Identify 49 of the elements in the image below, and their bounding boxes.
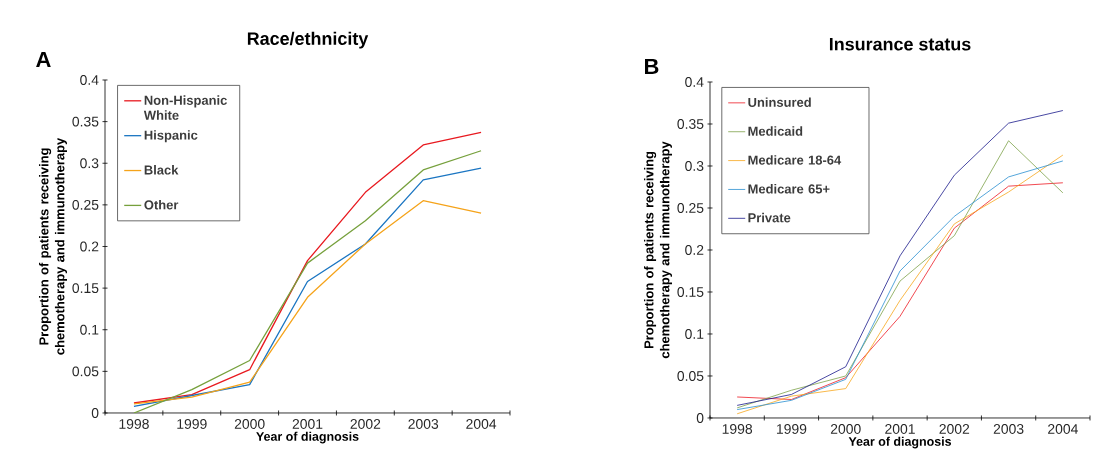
legend-label: Medicaid bbox=[748, 126, 803, 136]
y-tick-label: 0.25 bbox=[677, 203, 704, 213]
chart-title: Race/ethnicity bbox=[247, 31, 369, 49]
x-tick-label: 2001 bbox=[292, 418, 323, 429]
y-tick-label: 0.05 bbox=[677, 371, 704, 381]
text: A bbox=[36, 51, 51, 67]
chart-title: Insurance status bbox=[829, 37, 971, 51]
x-tick-label: 1998 bbox=[722, 423, 753, 434]
y-tick-label: 0 bbox=[696, 413, 704, 423]
y-tick-label: 0.3 bbox=[80, 158, 99, 169]
y-tick-label: 0.15 bbox=[72, 283, 99, 294]
text: B bbox=[645, 58, 659, 74]
y-tick-label: 0.4 bbox=[80, 75, 99, 85]
x-tick-label: 2002 bbox=[350, 418, 381, 429]
x-tick-label: 2000 bbox=[830, 423, 861, 434]
x-tick-label: 2000 bbox=[234, 418, 265, 429]
legend-label: Medicare 18-64 bbox=[748, 155, 842, 165]
y-axis-title: Proportion of patients receiving chemotherapy and immunotherapy bbox=[643, 141, 672, 359]
x-tick-label: 1998 bbox=[119, 418, 149, 429]
x-tick-label: 2004 bbox=[1048, 423, 1078, 434]
x-axis-title: Year of diagnosis bbox=[848, 436, 952, 449]
legend-label: Hispanic bbox=[144, 130, 198, 143]
y-tick-label: 0.1 bbox=[80, 324, 99, 335]
x-tick-label: 2003 bbox=[993, 423, 1024, 434]
y-tick-label: 0.35 bbox=[72, 116, 99, 127]
y-axis-title: Proportion of patients receiving chemotherapy and immunotherapy bbox=[38, 137, 67, 355]
y-tick-label: 0.2 bbox=[685, 245, 704, 255]
y-tick-label: 0.35 bbox=[677, 119, 704, 129]
x-axis-title: Year of diagnosis bbox=[256, 431, 359, 444]
y-tick-label: 0.2 bbox=[80, 241, 99, 252]
x-tick-label: 1999 bbox=[177, 418, 207, 429]
x-tick-label: 2001 bbox=[885, 423, 915, 434]
y-tick-label: 0.4 bbox=[685, 77, 704, 87]
y-tick-label: 0 bbox=[91, 408, 99, 418]
legend-label: Black bbox=[144, 165, 179, 175]
y-tick-label: 0.05 bbox=[72, 366, 99, 377]
y-tick-label: 0.25 bbox=[72, 199, 99, 210]
legend-label: Other bbox=[144, 199, 179, 210]
x-tick-label: 2003 bbox=[408, 418, 439, 429]
legend-label: Non-Hispanic White bbox=[143, 95, 227, 120]
legend-label: Medicare 65+ bbox=[748, 184, 830, 194]
legend-label: Uninsured bbox=[748, 97, 811, 107]
y-tick-label: 0.3 bbox=[685, 161, 704, 171]
y-tick-label: 0.15 bbox=[677, 287, 704, 297]
x-tick-label: 1999 bbox=[776, 423, 807, 434]
legend-label: Private bbox=[748, 212, 791, 223]
y-tick-label: 0.1 bbox=[685, 329, 704, 339]
x-tick-label: 2002 bbox=[939, 423, 970, 434]
x-tick-label: 2004 bbox=[466, 418, 497, 429]
